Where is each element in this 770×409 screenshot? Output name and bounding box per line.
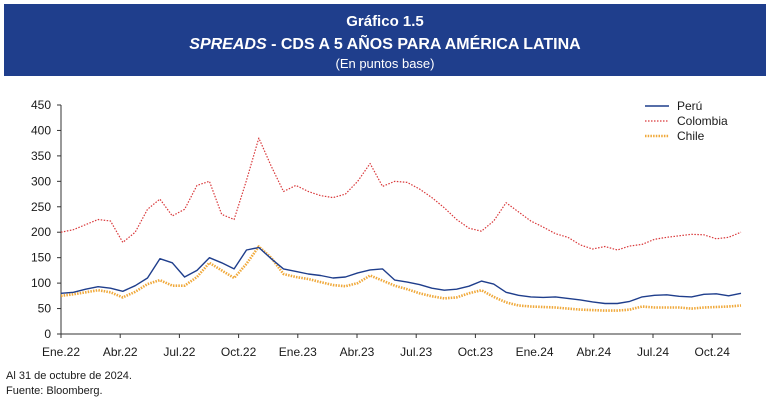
chart-title-rest: - CDS A 5 AÑOS PARA AMÉRICA LATINA	[266, 36, 581, 53]
source-note: Fuente: Bloomberg.	[6, 385, 103, 397]
y-tick-label: 250	[31, 200, 51, 214]
y-tick-label: 350	[31, 149, 51, 163]
legend-label: Chile	[677, 129, 705, 143]
chart-number: Gráfico 1.5	[346, 13, 424, 30]
y-tick-label: 300	[31, 174, 51, 188]
y-tick-label: 150	[31, 251, 51, 265]
chart-header: Gráfico 1.5 SPREADS - CDS A 5 AÑOS PARA …	[4, 4, 766, 76]
y-tick-label: 400	[31, 123, 51, 137]
x-tick-label: Ene.22	[42, 345, 80, 359]
x-tick-label: Oct.23	[458, 345, 494, 359]
y-tick-label: 100	[31, 276, 51, 290]
y-tick-label: 200	[31, 225, 51, 239]
x-tick-label: Jul.24	[637, 345, 669, 359]
chart-axes: 0 50 100 150 200 250 300 350 400 450 Ene.22 Abr.22 J…	[31, 98, 741, 359]
y-tick-label: 450	[31, 98, 51, 112]
date-note: Al 31 de octubre de 2024.	[6, 370, 132, 382]
y-tick-label: 0	[44, 327, 51, 341]
line-chart: 0 50 100 150 200 250 300 350 400 450 Ene.22 Abr.22 J…	[31, 98, 742, 359]
series-line-per	[60, 246, 742, 305]
x-tick-label: Jul.22	[163, 345, 195, 359]
chart-title: SPREADS - CDS A 5 AÑOS PARA AMÉRICA LATI…	[4, 36, 766, 54]
legend-label: Perú	[677, 99, 702, 113]
x-tick-label: Abr.23	[340, 345, 375, 359]
chart-series	[60, 137, 742, 312]
y-tick-label: 50	[38, 302, 52, 316]
legend-label: Colombia	[677, 114, 728, 128]
x-tick-label: Jul.23	[400, 345, 432, 359]
chart-title-italic: SPREADS	[189, 36, 267, 53]
x-tick-label: Oct.24	[695, 345, 731, 359]
x-tick-label: Abr.24	[576, 345, 611, 359]
x-tick-label: Abr.22	[103, 345, 138, 359]
x-tick-label: Oct.22	[221, 345, 257, 359]
series-line-chile	[60, 245, 742, 312]
x-tick-label: Ene.24	[516, 345, 554, 359]
x-tick-label: Ene.23	[279, 345, 317, 359]
chart-subtitle: (En puntos base)	[335, 56, 435, 71]
series-line-colombia	[60, 137, 742, 251]
